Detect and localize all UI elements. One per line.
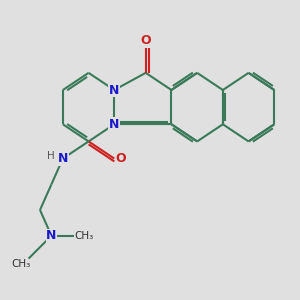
Text: CH₃: CH₃ bbox=[75, 231, 94, 241]
Text: N: N bbox=[46, 229, 57, 242]
Text: H: H bbox=[47, 151, 55, 161]
Text: N: N bbox=[109, 118, 119, 131]
Text: O: O bbox=[140, 34, 151, 47]
Text: N: N bbox=[109, 83, 119, 97]
Text: CH₃: CH₃ bbox=[12, 259, 31, 269]
Text: N: N bbox=[58, 152, 68, 165]
Text: O: O bbox=[115, 152, 126, 165]
